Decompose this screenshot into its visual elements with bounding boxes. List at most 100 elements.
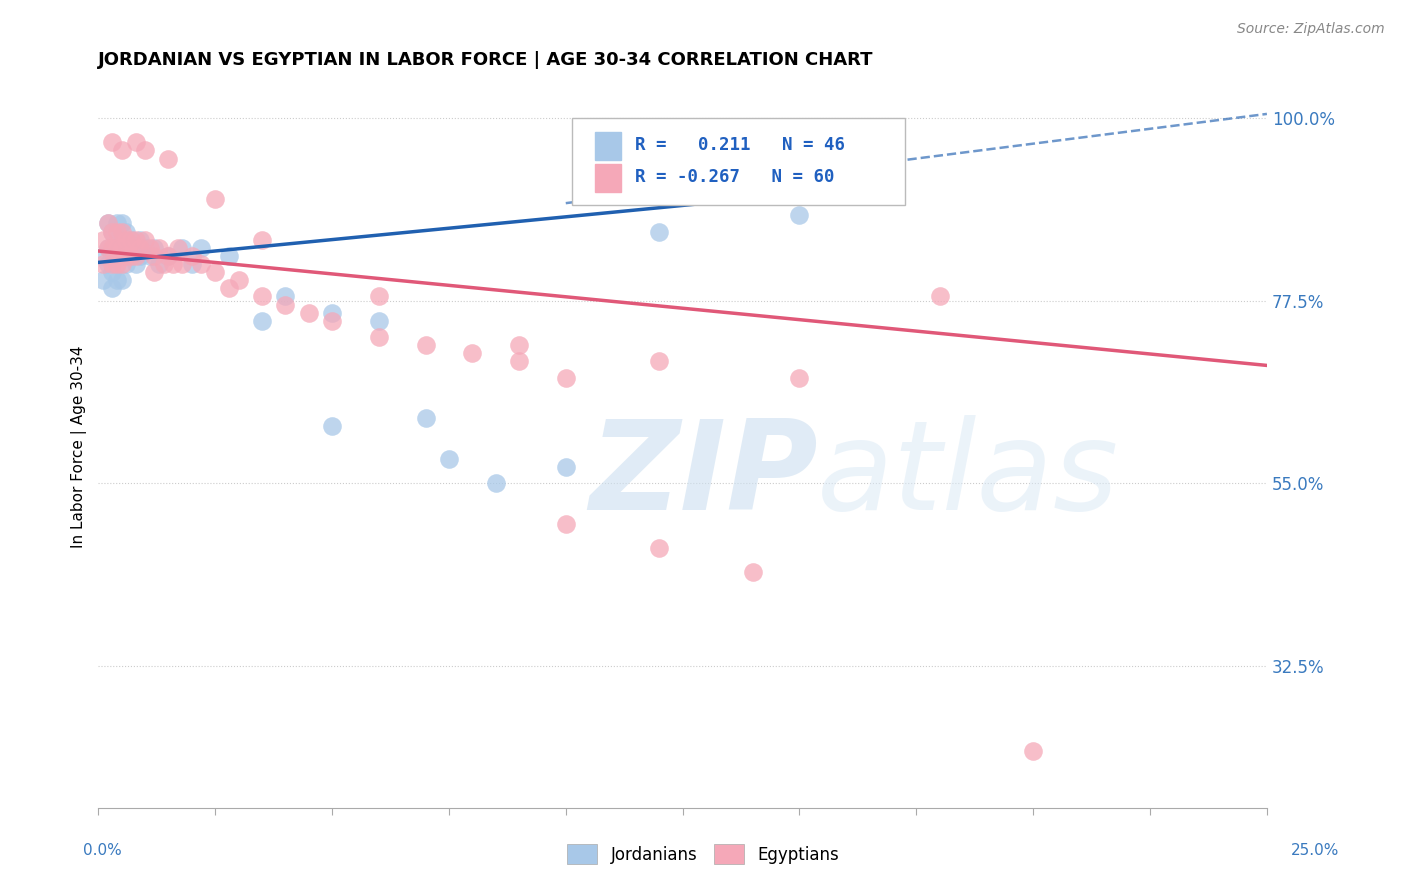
Point (97, 241, 120, 255)
Point (180, 249, 202, 263)
Point (415, 411, 437, 425)
Point (204, 265, 226, 279)
Point (111, 241, 134, 255)
Point (105, 257, 128, 271)
Point (101, 257, 124, 271)
Point (367, 289, 389, 303)
Point (157, 249, 180, 263)
Point (162, 257, 184, 271)
Point (101, 241, 124, 255)
Point (129, 241, 152, 255)
Point (129, 249, 152, 263)
Point (101, 265, 124, 279)
Point (274, 297, 297, 311)
Point (298, 306, 321, 320)
Point (218, 281, 240, 295)
Point (91, 257, 114, 271)
Point (101, 241, 124, 255)
Point (97, 257, 120, 271)
Point (152, 257, 174, 271)
Point (97, 216, 120, 230)
Point (125, 136, 148, 150)
Point (172, 241, 194, 255)
Point (105, 233, 128, 247)
Point (218, 249, 240, 263)
Point (321, 306, 343, 320)
Point (97, 216, 120, 230)
Point (143, 265, 166, 279)
Point (139, 241, 162, 255)
Text: JORDANIAN VS EGYPTIAN IN LABOR FORCE | AGE 30-34 CORRELATION CHART: JORDANIAN VS EGYPTIAN IN LABOR FORCE | A… (98, 51, 875, 69)
Point (120, 249, 142, 263)
Point (508, 354, 530, 368)
Point (789, 370, 811, 384)
Point (143, 241, 166, 255)
Point (125, 249, 148, 263)
Point (741, 566, 763, 580)
Bar (595, 164, 620, 192)
Text: Source: ZipAtlas.com: Source: ZipAtlas.com (1237, 22, 1385, 37)
Point (648, 354, 671, 368)
Point (928, 289, 950, 303)
FancyBboxPatch shape (572, 118, 904, 204)
Point (105, 249, 128, 263)
Point (228, 273, 250, 287)
Point (115, 249, 138, 263)
Text: ZIP: ZIP (589, 415, 818, 536)
Point (111, 144, 134, 158)
Point (157, 152, 180, 166)
Point (134, 144, 156, 158)
Point (111, 257, 134, 271)
Point (134, 241, 156, 255)
Point (204, 192, 226, 206)
Point (143, 249, 166, 263)
Point (105, 216, 128, 230)
Point (111, 216, 134, 230)
Legend: Jordanians, Egyptians: Jordanians, Egyptians (561, 838, 845, 871)
Point (111, 249, 134, 263)
Text: 0.0%: 0.0% (83, 843, 122, 858)
Point (554, 370, 576, 384)
Point (91, 249, 114, 263)
Point (250, 289, 273, 303)
Point (101, 225, 124, 239)
Point (508, 338, 530, 352)
Point (91, 273, 114, 287)
Point (115, 241, 138, 255)
Point (97, 241, 120, 255)
Point (125, 241, 148, 255)
Point (789, 208, 811, 222)
Point (148, 241, 170, 255)
Point (180, 257, 202, 271)
Point (111, 273, 134, 287)
Point (101, 281, 124, 295)
Point (190, 257, 212, 271)
Point (134, 233, 156, 247)
Point (321, 314, 343, 328)
Point (1022, 744, 1045, 758)
Point (115, 257, 138, 271)
Point (461, 346, 484, 360)
Point (115, 225, 138, 239)
Point (120, 233, 142, 247)
Point (648, 225, 671, 239)
Text: atlas: atlas (817, 415, 1119, 536)
Y-axis label: In Labor Force | Age 30-34: In Labor Force | Age 30-34 (72, 345, 87, 548)
Point (105, 241, 128, 255)
Point (148, 257, 170, 271)
Point (120, 233, 142, 247)
Point (554, 459, 576, 474)
Point (105, 273, 128, 287)
Point (105, 225, 128, 239)
Point (111, 225, 134, 239)
Point (415, 338, 437, 352)
Point (485, 476, 508, 491)
Point (648, 541, 671, 555)
Point (321, 419, 343, 434)
Point (250, 314, 273, 328)
Point (111, 233, 134, 247)
Point (367, 314, 389, 328)
Point (190, 241, 212, 255)
Point (129, 233, 152, 247)
Point (250, 233, 273, 247)
